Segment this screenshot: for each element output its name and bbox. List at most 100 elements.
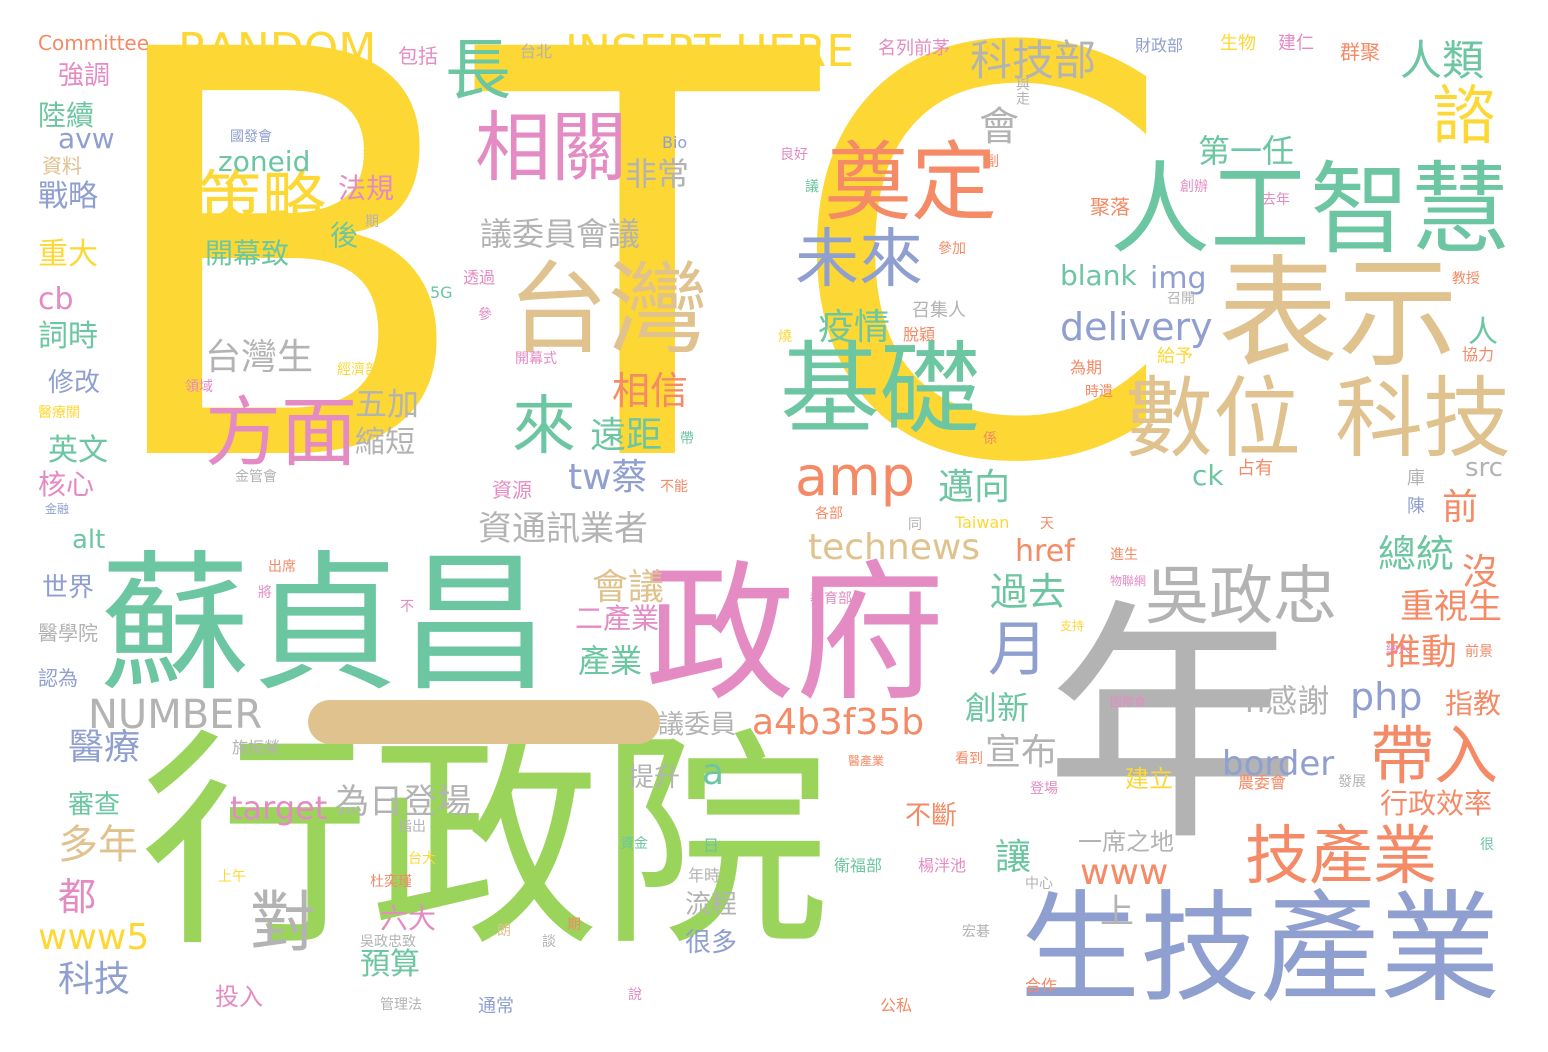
- word-zhongda: 重大: [38, 237, 98, 272]
- word-celue: 策略: [198, 165, 326, 239]
- word-shijie: 世界: [42, 573, 95, 603]
- word-zhongxin: 中心: [1025, 876, 1053, 892]
- word-avw: avw: [58, 122, 115, 155]
- word-caizhengbu: 財政部: [1135, 36, 1184, 55]
- word-biaoshi: 表示: [1218, 245, 1458, 384]
- word-weiri: 為日登場: [335, 782, 471, 822]
- word-xingzheng: 行政效率: [1380, 787, 1493, 820]
- word-chanye: 產業: [578, 642, 643, 680]
- word-www5: www5: [38, 917, 150, 958]
- word-zhengfu: 政府: [645, 548, 946, 722]
- word-taiwansheng: 台灣生: [205, 337, 314, 378]
- word-keji_big: 科技: [1335, 367, 1512, 470]
- tan-bar-mark: [308, 700, 660, 744]
- word-keji_small: 科技: [58, 959, 131, 1000]
- word-taiwan_en: Taiwan: [955, 513, 1010, 532]
- word-taiwan: 台灣: [508, 251, 708, 368]
- word-shang: 上: [1100, 892, 1134, 932]
- word-tongchang: 通常: [478, 996, 514, 1017]
- word-mei: 沒: [1462, 552, 1499, 593]
- word-qi: 期: [365, 214, 379, 230]
- word-guojihui: 國際會: [1110, 695, 1147, 709]
- word-img: img: [1150, 261, 1207, 296]
- word-kandao: 看到: [955, 751, 983, 767]
- word-weilai: 未來: [795, 223, 923, 297]
- word-yichanye: 醫產業: [848, 754, 885, 768]
- word-shencha: 審查: [68, 790, 121, 820]
- word-baokuo: 包括: [398, 44, 438, 68]
- word-fazhan: 發展: [1338, 774, 1366, 790]
- word-yiqing: 疫情: [818, 307, 891, 348]
- word-tian: 天: [1040, 516, 1054, 532]
- word-minglie: 名列前茅: [878, 38, 950, 59]
- word-shiyi: 時遺: [1085, 384, 1113, 400]
- word-random: RANDOM: [178, 24, 377, 75]
- word-gebu: 各部: [815, 506, 843, 522]
- word-dui: 對: [250, 884, 316, 961]
- word-zongtong: 總統: [1378, 532, 1455, 576]
- word-hou: 後: [330, 219, 359, 252]
- word-nganxie: n感謝: [1245, 682, 1330, 720]
- word-dengchang: 登場: [1030, 781, 1058, 797]
- word-nian: 年: [1045, 579, 1301, 876]
- word-qian: 前: [1442, 487, 1479, 528]
- word-blank: blank: [1060, 259, 1137, 292]
- word-shangwu: 上午: [218, 869, 246, 885]
- word-shuwei: 數位: [1125, 367, 1302, 470]
- word-kaimushi: 開幕式: [515, 351, 557, 367]
- word-cb: cb: [38, 282, 74, 317]
- word-wujia: 五加: [355, 385, 420, 423]
- word-jiang: 將: [258, 585, 272, 601]
- word-taida: 台大: [408, 851, 436, 867]
- word-5g: 5G: [430, 283, 453, 302]
- word-yixi: 一席之地: [1078, 828, 1174, 856]
- word-alt: alt: [72, 525, 106, 555]
- word-jingjibu: 經濟部: [337, 362, 379, 378]
- word-shuo: 說: [628, 987, 642, 1003]
- word-ren: 人: [1468, 315, 1498, 350]
- word-lingyu: 領域: [185, 379, 213, 395]
- word-yiweiyuan: 議委員: [658, 710, 737, 740]
- word-hui: 會: [972, 105, 1018, 145]
- word-weiqi: 為期: [1070, 358, 1103, 377]
- word-border: border: [1222, 744, 1335, 784]
- word-liuda: 六大: [380, 902, 437, 935]
- word-yusuan: 預算: [360, 947, 420, 982]
- word-jichu: 基礎: [780, 331, 980, 448]
- word-zhaokai: 召開: [1167, 291, 1195, 307]
- word-shengji: 生技產業: [1020, 880, 1500, 1019]
- word-zhanlue: 戰略: [38, 179, 98, 214]
- word-zhijiao: 指教: [1445, 687, 1502, 720]
- word-daowei: 到位: [362, 149, 390, 165]
- word-fang: 燒: [778, 329, 792, 345]
- word-fu: 副: [985, 154, 999, 170]
- word-ziton: 資通訊業者: [478, 509, 648, 549]
- word-yuzou: 與走: [1014, 77, 1030, 105]
- word-dairu: 帶入: [1370, 720, 1498, 794]
- word-rang: 讓: [995, 837, 1032, 878]
- word-src: src: [1465, 453, 1503, 483]
- word-canjia: 參加: [938, 241, 966, 257]
- word-yiliao: 醫療: [68, 727, 141, 768]
- word-guanlifa: 管理法: [380, 997, 422, 1013]
- word-hexin: 核心: [38, 468, 95, 501]
- word-suoduan: 縮短: [355, 425, 415, 460]
- word-zhichu: 指出: [398, 819, 426, 835]
- word-qianjing: 前景: [1465, 644, 1493, 660]
- word-xiangxin: 相信: [612, 369, 689, 413]
- word-jiaoshou: 教授: [1452, 271, 1480, 287]
- word-yixueyuan: 醫學院: [38, 621, 98, 645]
- word-yiwei: 議委員會議: [480, 215, 641, 253]
- word-tisheng: 提升: [628, 763, 681, 793]
- word-shengwu: 生物: [1220, 33, 1256, 54]
- word-julu: 聚落: [1090, 195, 1130, 219]
- word-a4b: a4b3f35b: [752, 702, 925, 743]
- word-yi: 議: [805, 179, 819, 195]
- word-jianli: 建立: [1125, 765, 1173, 793]
- word-nairu: 納入: [1386, 642, 1411, 656]
- word-liucheng: 流程: [685, 890, 738, 920]
- word-can: 參: [478, 307, 492, 323]
- word-dou: 都: [58, 875, 97, 919]
- word-dianding: 奠定: [825, 133, 997, 233]
